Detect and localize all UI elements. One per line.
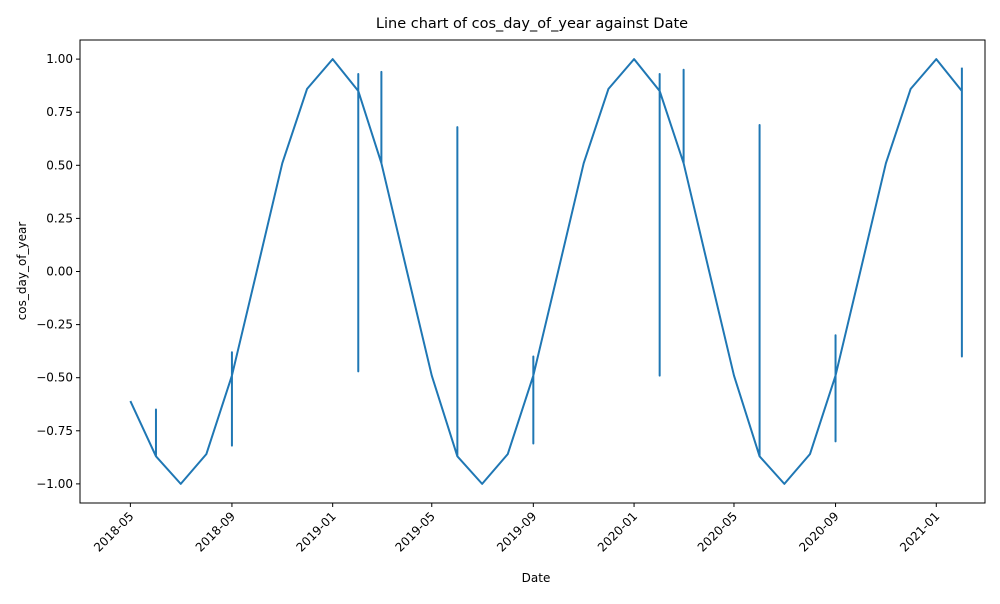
- y-axis-label: cos_day_of_year: [15, 222, 29, 321]
- x-tick-label: 2019-05: [393, 509, 438, 554]
- y-tick-label: 0.00: [46, 265, 73, 279]
- y-tick-label: −0.75: [36, 424, 73, 438]
- y-tick-label: 0.75: [46, 105, 73, 119]
- y-tick-label: −0.50: [36, 371, 73, 385]
- y-tick-label: −0.25: [36, 318, 73, 332]
- chart-title: Line chart of cos_day_of_year against Da…: [376, 16, 688, 32]
- y-tick-label: −1.00: [36, 477, 73, 491]
- x-tick-label: 2020-09: [796, 509, 841, 554]
- x-tick-label: 2020-05: [695, 509, 740, 554]
- x-tick-label: 2018-09: [193, 509, 238, 554]
- y-tick-label: 1.00: [46, 52, 73, 66]
- y-tick-label: 0.25: [46, 211, 73, 225]
- x-axis-label: Date: [522, 571, 551, 585]
- y-tick-label: 0.50: [46, 158, 73, 172]
- x-tick-label: 2019-09: [494, 509, 539, 554]
- x-tick-label: 2019-01: [293, 509, 338, 554]
- x-tick-label: 2018-05: [91, 509, 136, 554]
- data-line: [129, 58, 963, 485]
- x-tick-label: 2021-01: [897, 509, 942, 554]
- x-tick-label: 2020-01: [595, 509, 640, 554]
